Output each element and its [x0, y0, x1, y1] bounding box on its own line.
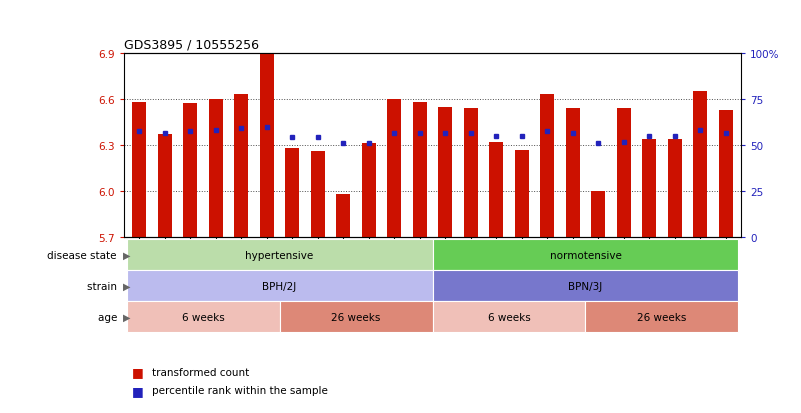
Bar [540, 95, 554, 237]
Bar [438, 107, 453, 237]
Text: age: age [98, 312, 120, 322]
Text: 6 weeks: 6 weeks [182, 312, 224, 322]
Bar [235, 95, 248, 237]
Bar [285, 149, 300, 237]
Bar [388, 100, 401, 237]
Bar [336, 195, 350, 237]
Text: transformed count: transformed count [152, 367, 249, 377]
Text: normotensive: normotensive [549, 250, 622, 260]
Text: disease state: disease state [47, 250, 120, 260]
Bar [718, 110, 733, 237]
Text: hypertensive: hypertensive [245, 250, 314, 260]
Bar [586, 301, 739, 332]
Text: 26 weeks: 26 weeks [638, 312, 686, 322]
Bar [591, 192, 606, 237]
Text: percentile rank within the sample: percentile rank within the sample [152, 385, 328, 395]
Bar [183, 104, 197, 237]
Bar [209, 100, 223, 237]
Bar [433, 271, 739, 301]
Bar [311, 152, 325, 237]
Bar [127, 240, 433, 271]
Text: ▶: ▶ [123, 312, 131, 322]
Bar [489, 142, 503, 237]
Bar [515, 150, 529, 237]
Bar [132, 103, 147, 237]
Text: ■: ■ [132, 384, 148, 397]
Bar [617, 109, 630, 237]
Text: ▶: ▶ [123, 250, 131, 260]
Bar [566, 109, 580, 237]
Bar [642, 140, 656, 237]
Text: strain: strain [87, 281, 120, 291]
Bar [127, 301, 280, 332]
Bar [260, 54, 274, 237]
Bar [433, 301, 586, 332]
Text: BPN/3J: BPN/3J [569, 281, 602, 291]
Text: 6 weeks: 6 weeks [488, 312, 530, 322]
Bar [158, 135, 172, 237]
Text: BPH/2J: BPH/2J [263, 281, 296, 291]
Bar [413, 103, 427, 237]
Bar [280, 301, 433, 332]
Bar [668, 140, 682, 237]
Text: ▶: ▶ [123, 281, 131, 291]
Bar [362, 144, 376, 237]
Text: ■: ■ [132, 365, 148, 378]
Bar [464, 109, 477, 237]
Text: GDS3895 / 10555256: GDS3895 / 10555256 [124, 39, 260, 52]
Bar [433, 240, 739, 271]
Text: 26 weeks: 26 weeks [332, 312, 380, 322]
Bar [127, 271, 433, 301]
Bar [693, 92, 707, 237]
